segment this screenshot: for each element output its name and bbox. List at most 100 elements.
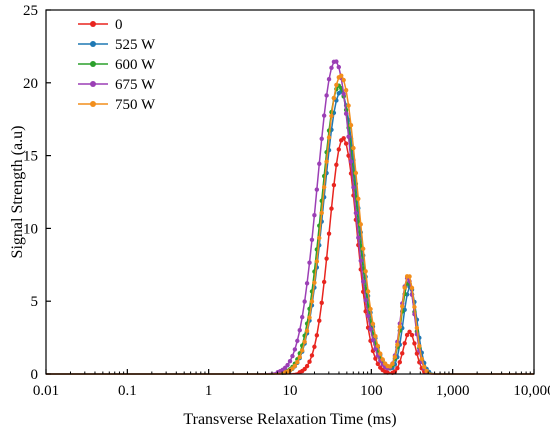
data-point: [334, 59, 339, 64]
legend-swatch-marker: [90, 81, 96, 87]
x-tick-label: 10,000: [513, 383, 550, 399]
series-0: [46, 136, 534, 375]
data-point: [409, 332, 415, 338]
series-line: [46, 90, 534, 375]
data-point: [378, 351, 383, 356]
legend-label: 525 W: [115, 37, 156, 53]
data-point: [375, 343, 381, 349]
data-point: [324, 159, 329, 164]
data-point: [365, 313, 371, 319]
data-point: [390, 361, 395, 367]
data-point: [365, 289, 371, 294]
data-point: [329, 206, 334, 211]
data-point: [302, 366, 307, 372]
data-point: [317, 318, 322, 323]
data-point: [292, 347, 298, 352]
data-point: [397, 324, 402, 330]
data-point: [324, 256, 329, 261]
data-point: [329, 113, 334, 119]
data-point: [392, 354, 398, 360]
legend-swatch-marker: [90, 61, 96, 67]
series-line: [46, 74, 534, 375]
legend-label: 675 W: [115, 77, 156, 93]
data-point: [363, 297, 368, 303]
x-axis-title: Transverse Relaxation Time (ms): [183, 411, 396, 428]
data-point: [339, 73, 344, 78]
y-tick-label: 5: [31, 294, 39, 310]
data-point: [285, 362, 290, 368]
data-point: [312, 344, 317, 349]
data-point: [334, 82, 339, 88]
legend-item: 600 W: [78, 57, 156, 73]
data-point: [319, 300, 324, 306]
data-point: [326, 77, 332, 82]
legend-swatch-marker: [90, 41, 96, 47]
y-tick-label: 25: [23, 3, 38, 19]
legend-item: 0: [78, 17, 123, 33]
data-point: [414, 351, 420, 356]
data-point: [321, 113, 327, 118]
legend-item: 750 W: [78, 97, 156, 113]
data-point: [400, 351, 405, 356]
data-point: [395, 365, 400, 371]
legend-label: 600 W: [115, 57, 156, 73]
data-point: [419, 356, 424, 362]
data-point: [317, 235, 322, 241]
x-tick-label: 0.01: [33, 383, 59, 399]
legend-item: 525 W: [78, 37, 156, 53]
data-point: [351, 185, 356, 190]
data-point: [336, 147, 341, 152]
data-point: [348, 123, 354, 128]
data-point: [343, 111, 349, 116]
data-point: [300, 348, 305, 353]
data-point: [326, 135, 332, 140]
data-point: [348, 159, 354, 164]
data-point: [309, 299, 315, 304]
data-point: [343, 88, 349, 93]
y-tick-label: 20: [23, 76, 38, 92]
data-point: [312, 280, 317, 285]
data-point: [380, 357, 385, 362]
series-line: [46, 137, 534, 375]
x-tick-label: 1: [205, 383, 213, 399]
data-point: [331, 182, 337, 188]
series-750-w: [46, 73, 534, 375]
data-point: [341, 77, 346, 83]
data-point: [361, 246, 366, 251]
data-point: [414, 325, 420, 331]
data-point: [295, 359, 300, 365]
data-point: [319, 210, 324, 216]
data-point: [412, 304, 417, 310]
data-point: [314, 187, 320, 192]
data-point: [314, 259, 320, 264]
x-tick-label: 100: [360, 383, 383, 399]
legend-label: 750 W: [115, 97, 156, 113]
data-point: [307, 315, 312, 320]
data-point: [407, 329, 412, 334]
series-line: [46, 84, 534, 375]
data-point: [400, 304, 405, 309]
data-point: [412, 341, 417, 346]
data-point: [341, 136, 346, 141]
data-point: [417, 343, 422, 349]
data-point: [309, 353, 315, 358]
data-point: [358, 258, 363, 263]
data-point: [295, 338, 300, 344]
data-point: [368, 306, 373, 312]
data-point: [321, 184, 327, 190]
data-point: [302, 339, 307, 345]
x-tick-label: 10: [283, 383, 298, 399]
data-point: [373, 333, 378, 339]
data-point: [287, 359, 293, 364]
data-point: [314, 333, 320, 338]
data-point: [309, 237, 315, 242]
data-point: [343, 141, 349, 146]
data-point: [370, 337, 376, 343]
series-525-w: [46, 89, 534, 375]
data-point: [363, 269, 368, 274]
data-point: [353, 210, 359, 216]
data-point: [304, 328, 310, 334]
y-tick-label: 10: [23, 221, 38, 237]
data-point: [361, 279, 366, 284]
data-point: [307, 260, 312, 265]
